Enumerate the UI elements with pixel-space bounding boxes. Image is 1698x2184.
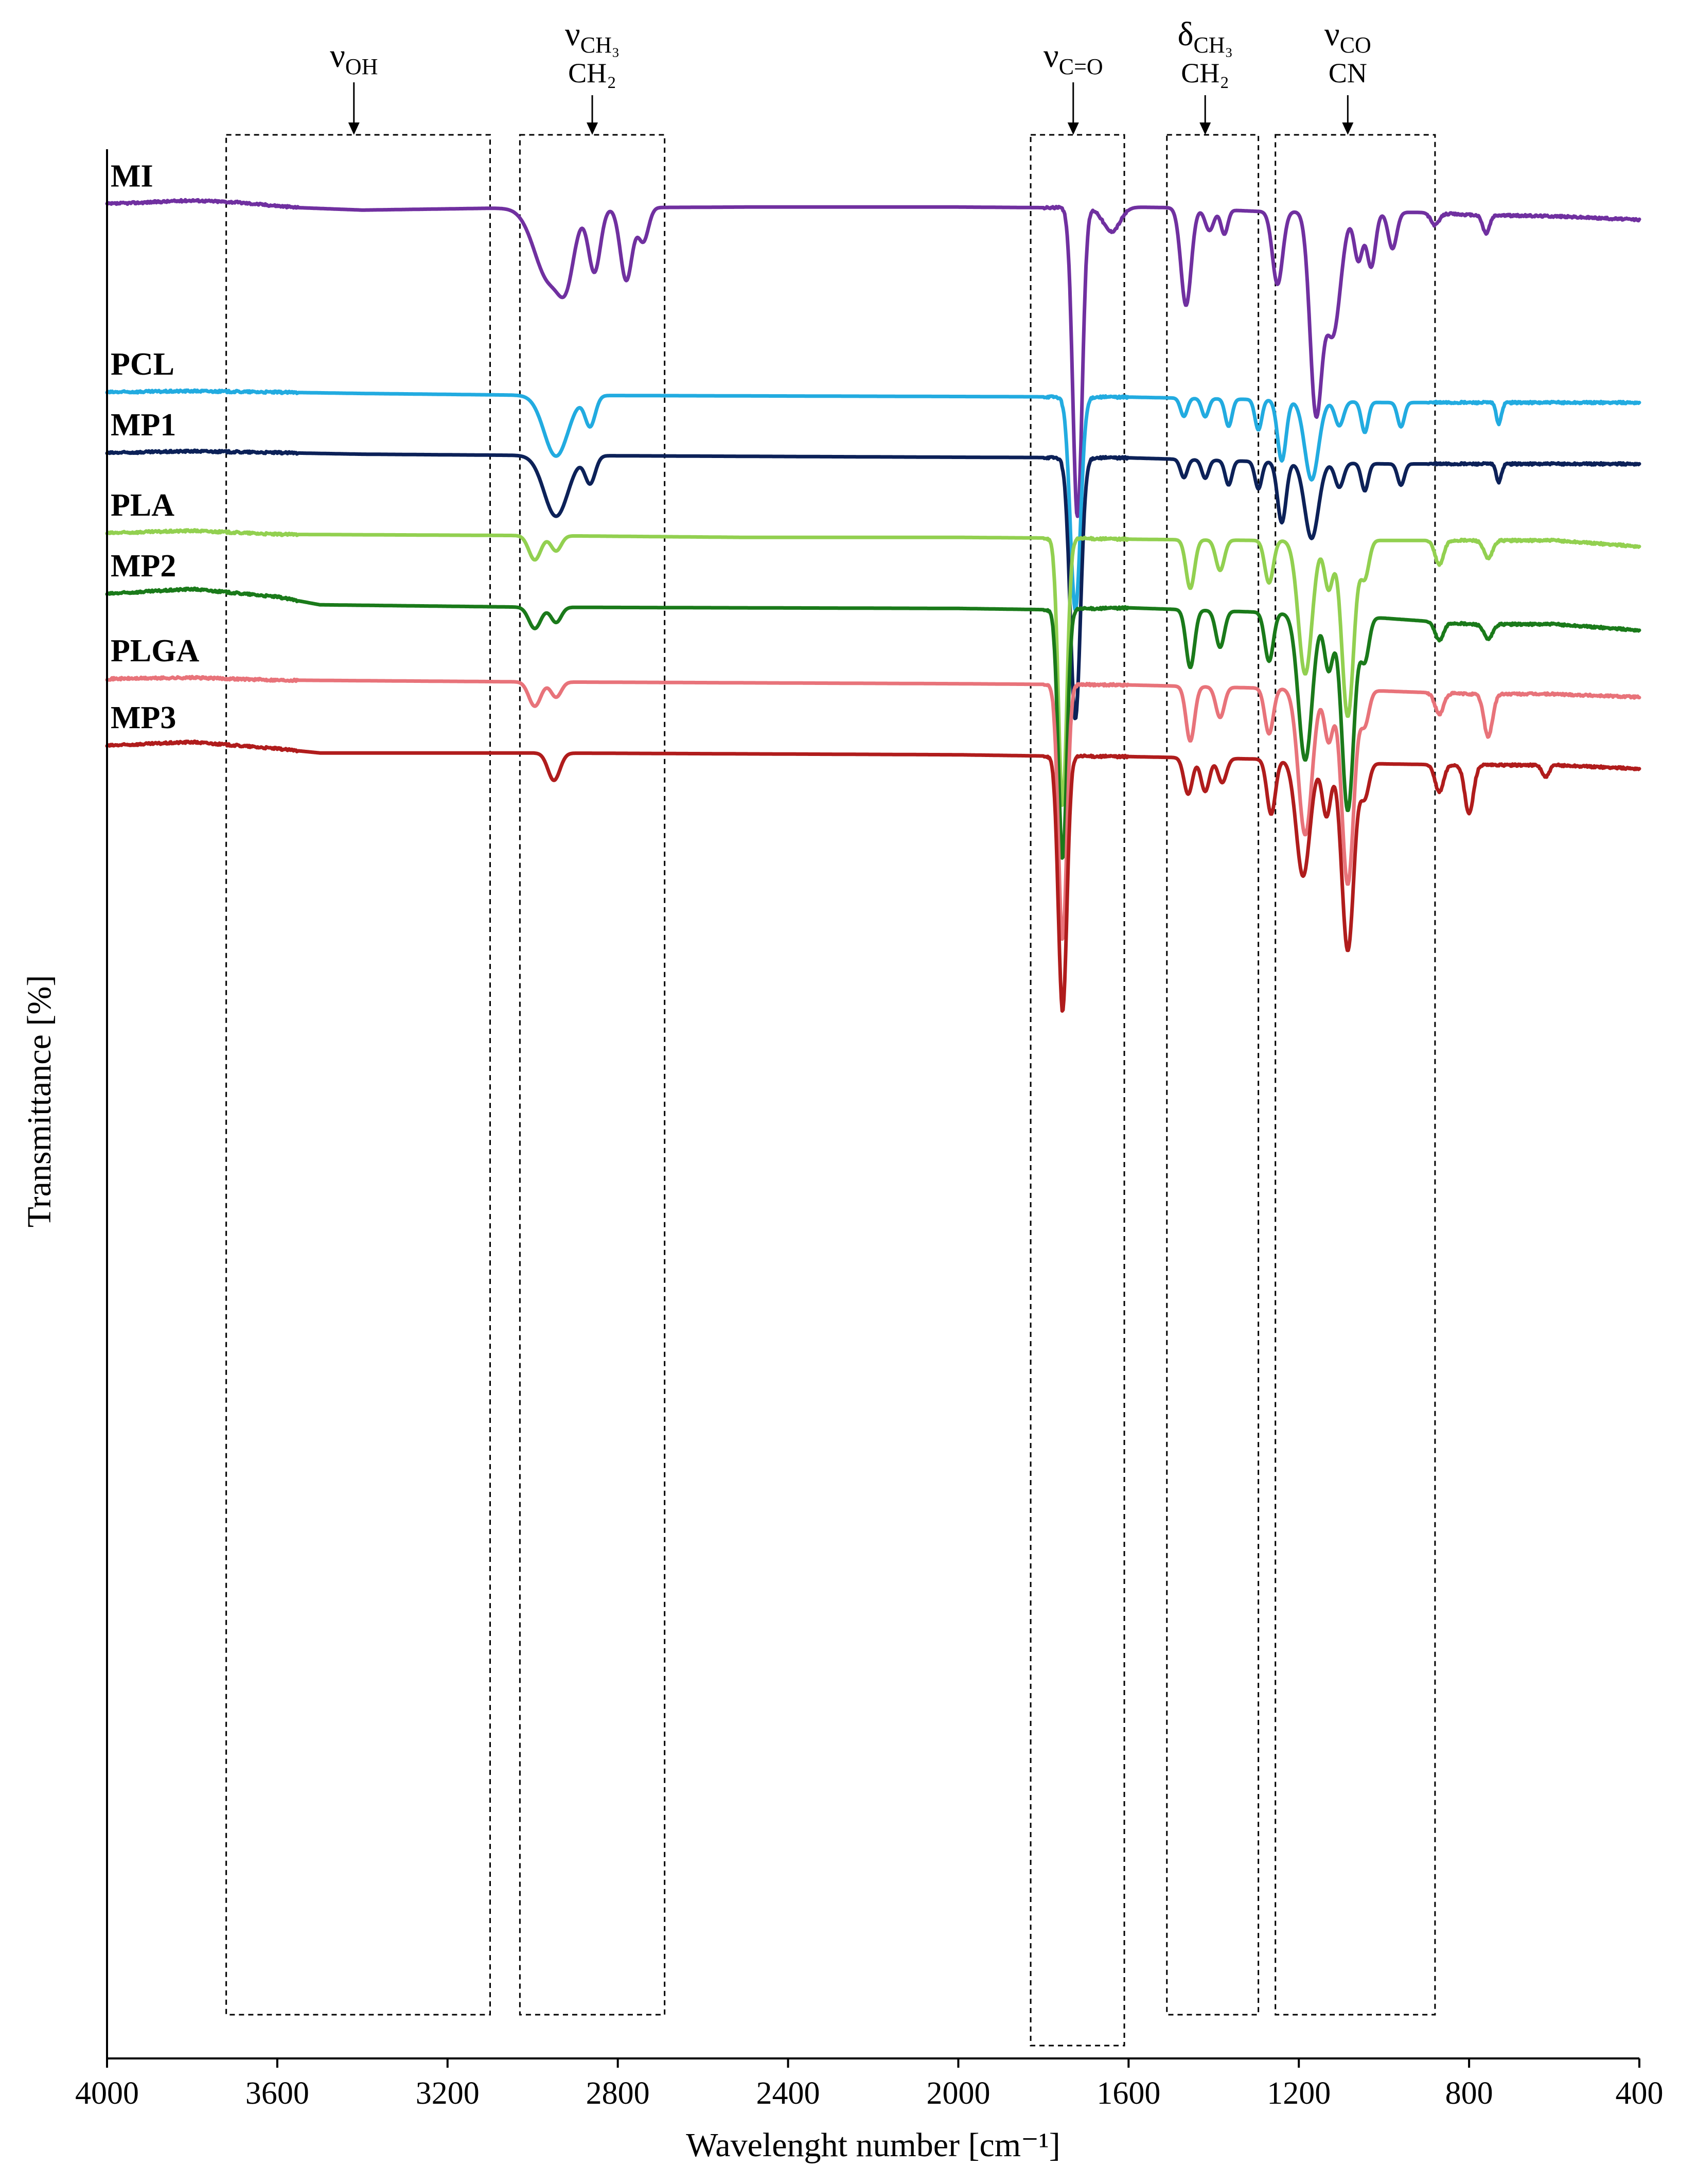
band-box-vco	[1030, 134, 1125, 2047]
band-box-voh	[225, 134, 491, 2016]
x-axis-ticks: 4000 3600 3200 2800 2400 2000 1600 1200 800 400	[75, 2058, 1664, 2111]
x-tick-label-400: 400	[1616, 2076, 1664, 2111]
band-label-vch: νCH₃	[565, 15, 620, 58]
band-arrowhead-vcocn	[1342, 122, 1354, 135]
series-label-pla: PLA	[111, 488, 174, 523]
axes	[106, 149, 1639, 2059]
x-tick-label-1600: 1600	[1096, 2076, 1160, 2111]
band-label-vco: νC=O	[1043, 37, 1103, 79]
series-label-mp1: MP1	[111, 408, 176, 443]
band-arrowhead-vco	[1067, 122, 1079, 135]
series-label-mp3: MP3	[111, 700, 176, 735]
band-arrowhead-vch	[587, 122, 598, 135]
series-label-mp2: MP2	[111, 549, 176, 584]
series-label-pcl: PCL	[111, 347, 174, 382]
trace-pla	[105, 528, 1641, 807]
band-box-dch	[1166, 134, 1260, 2016]
band-label2-dch: CH₂	[1181, 58, 1229, 89]
trace-mp1	[105, 448, 1641, 720]
x-tick-label-2000: 2000	[926, 2076, 990, 2111]
x-tick-label-1200: 1200	[1267, 2076, 1331, 2111]
series-label-mi: MI	[111, 158, 153, 193]
x-tick-label-2400: 2400	[756, 2076, 820, 2111]
x-tick-label-3200: 3200	[416, 2076, 480, 2111]
trace-plga	[105, 675, 1641, 941]
trace-mi	[105, 198, 1641, 518]
trace-mp3	[105, 739, 1641, 1013]
x-tick-label-800: 800	[1445, 2076, 1493, 2111]
band-label-voh: νOH	[330, 37, 378, 79]
band-box-vch	[519, 134, 666, 2016]
trace-mp2	[105, 586, 1641, 860]
x-tick-label-2800: 2800	[586, 2076, 650, 2111]
series-labels: MI PCL MP1 PLA MP2 PLGA MP3	[111, 158, 199, 735]
band-label-vcocn: νCO	[1324, 15, 1371, 58]
band-label-dch: δCH₃	[1177, 15, 1233, 58]
x-tick-label-4000: 4000	[75, 2076, 139, 2111]
band-arrowhead-dch	[1199, 122, 1211, 135]
x-tick-label-3600: 3600	[245, 2076, 309, 2111]
spectra-traces	[105, 198, 1641, 1013]
trace-pcl	[105, 388, 1641, 611]
series-label-plga: PLGA	[111, 633, 199, 668]
band-arrowhead-voh	[348, 122, 360, 135]
band-label2-vcocn: CN	[1329, 58, 1367, 89]
y-axis-title: Transmittance [%]	[21, 975, 58, 1228]
x-axis-title: Wavelenght number [cm⁻¹]	[686, 2126, 1060, 2164]
band-label2-vch: CH₂	[568, 58, 616, 89]
